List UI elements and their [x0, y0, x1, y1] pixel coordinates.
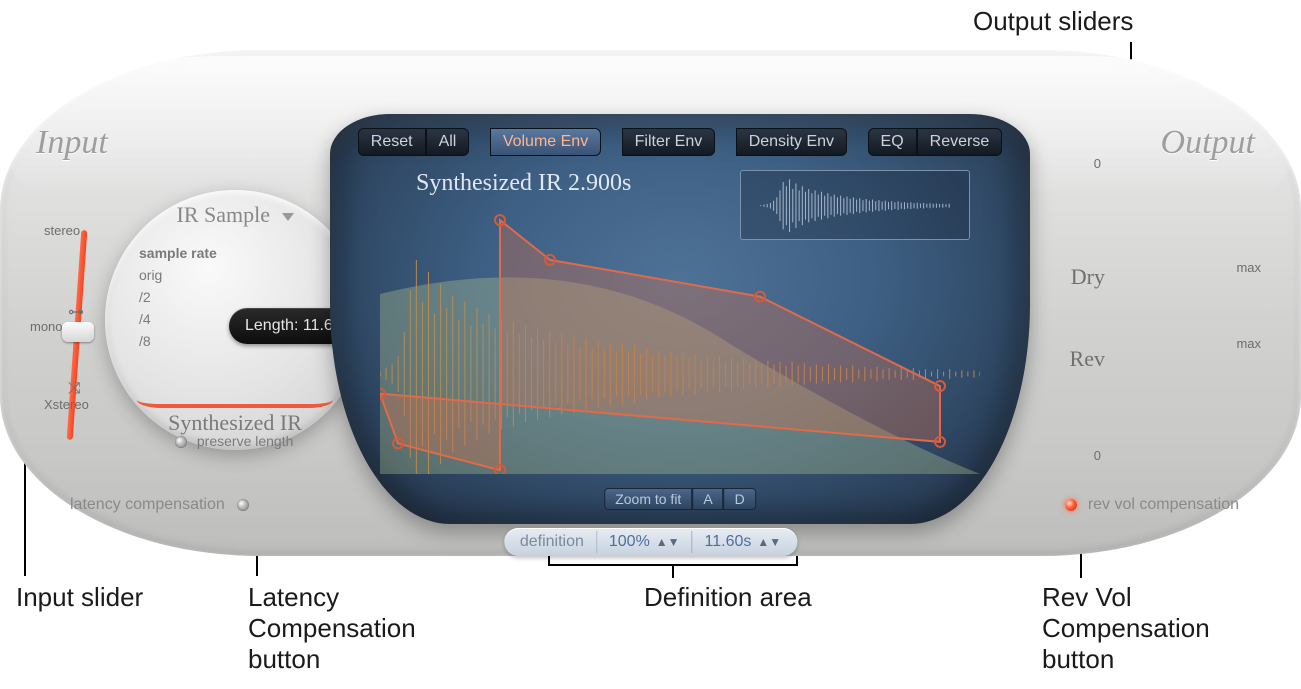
display-tabs: ResetAll Volume Env Filter Env Density E… — [330, 128, 1030, 156]
definition-label: definition — [508, 531, 597, 553]
input-label-xstereo: Xstereo — [44, 397, 89, 412]
latency-compensation-button[interactable]: latency compensation — [70, 496, 255, 514]
stepper-icon[interactable]: ▲▼ — [656, 535, 680, 549]
plugin-panel: Input Output stereo mono Xstereo ⊶ ⤨ IR … — [0, 50, 1301, 556]
length-label: Length: — [245, 317, 298, 334]
dry-max: max — [1236, 260, 1261, 275]
tab-eq[interactable]: EQ — [868, 128, 917, 156]
callout-rev-vol: Rev Vol Compensation button — [1042, 582, 1210, 676]
input-label-stereo: stereo — [44, 223, 80, 238]
rate-orig[interactable]: orig — [139, 264, 341, 286]
callout-output-sliders: Output sliders — [973, 6, 1133, 37]
preserve-length-led — [175, 436, 187, 448]
main-display: ResetAll Volume Env Filter Env Density E… — [330, 114, 1030, 524]
tab-reverse[interactable]: Reverse — [917, 128, 1003, 156]
rev-max: max — [1236, 336, 1261, 351]
rev-vol-comp-led — [1065, 499, 1077, 511]
callout-input-slider: Input slider — [16, 582, 143, 613]
rev-min: 0 — [1094, 448, 1101, 463]
input-slider-thumb[interactable] — [62, 322, 94, 342]
ir-sample-dial: IR Sample sample rate orig /2 /4 /8 Leng… — [105, 190, 365, 450]
definition-percent[interactable]: 100%▲▼ — [597, 531, 693, 553]
stepper-icon[interactable]: ▲▼ — [757, 535, 781, 549]
ir-sample-tab[interactable]: IR Sample — [105, 202, 365, 228]
zoom-d-button[interactable]: D — [724, 488, 756, 510]
zoom-a-button[interactable]: A — [692, 488, 723, 510]
zoom-to-fit-button[interactable]: Zoom to fit — [604, 488, 692, 510]
ir-sample-label: IR Sample — [177, 202, 271, 227]
latency-comp-label: latency compensation — [70, 496, 225, 513]
display-title: Synthesized IR 2.900s — [416, 170, 631, 197]
envelope-editor[interactable] — [380, 214, 980, 474]
latency-comp-led — [237, 499, 249, 511]
synthesized-ir-tab[interactable]: Synthesized IR — [105, 410, 365, 436]
tab-reset[interactable]: Reset — [358, 128, 426, 156]
callout-line — [672, 564, 674, 578]
dry-min: 0 — [1094, 156, 1101, 171]
callout-latency-comp: Latency Compensation button — [248, 582, 416, 676]
section-title-input: Input — [36, 124, 108, 162]
display-title-value: 2.900s — [568, 170, 631, 196]
xstereo-icon: ⤨ — [68, 380, 81, 398]
ir-arc-indicator — [137, 400, 333, 408]
rev-vol-comp-label: rev vol compensation — [1088, 496, 1239, 513]
callout-definition-area: Definition area — [644, 582, 812, 613]
tab-filter-env[interactable]: Filter Env — [622, 128, 716, 156]
rev-vol-compensation-button[interactable]: rev vol compensation — [1065, 496, 1239, 514]
tab-all[interactable]: All — [426, 128, 470, 156]
tab-density-env[interactable]: Density Env — [736, 128, 847, 156]
zoom-controls: Zoom to fitAD — [604, 488, 756, 510]
definition-seconds[interactable]: 11.60s▲▼ — [693, 531, 794, 553]
sample-rate-label: sample rate — [139, 242, 341, 264]
display-title-prefix: Synthesized IR — [416, 170, 562, 196]
tab-volume-env[interactable]: Volume Env — [490, 128, 601, 156]
input-label-mono: mono — [30, 319, 63, 334]
dry-output-slider[interactable] — [1075, 156, 1265, 276]
definition-bar: definition100%▲▼11.60s▲▼ — [504, 528, 797, 556]
mono-icon: ⊶ — [68, 302, 84, 322]
chevron-down-icon[interactable] — [282, 213, 294, 221]
rate-half[interactable]: /2 — [139, 286, 341, 308]
